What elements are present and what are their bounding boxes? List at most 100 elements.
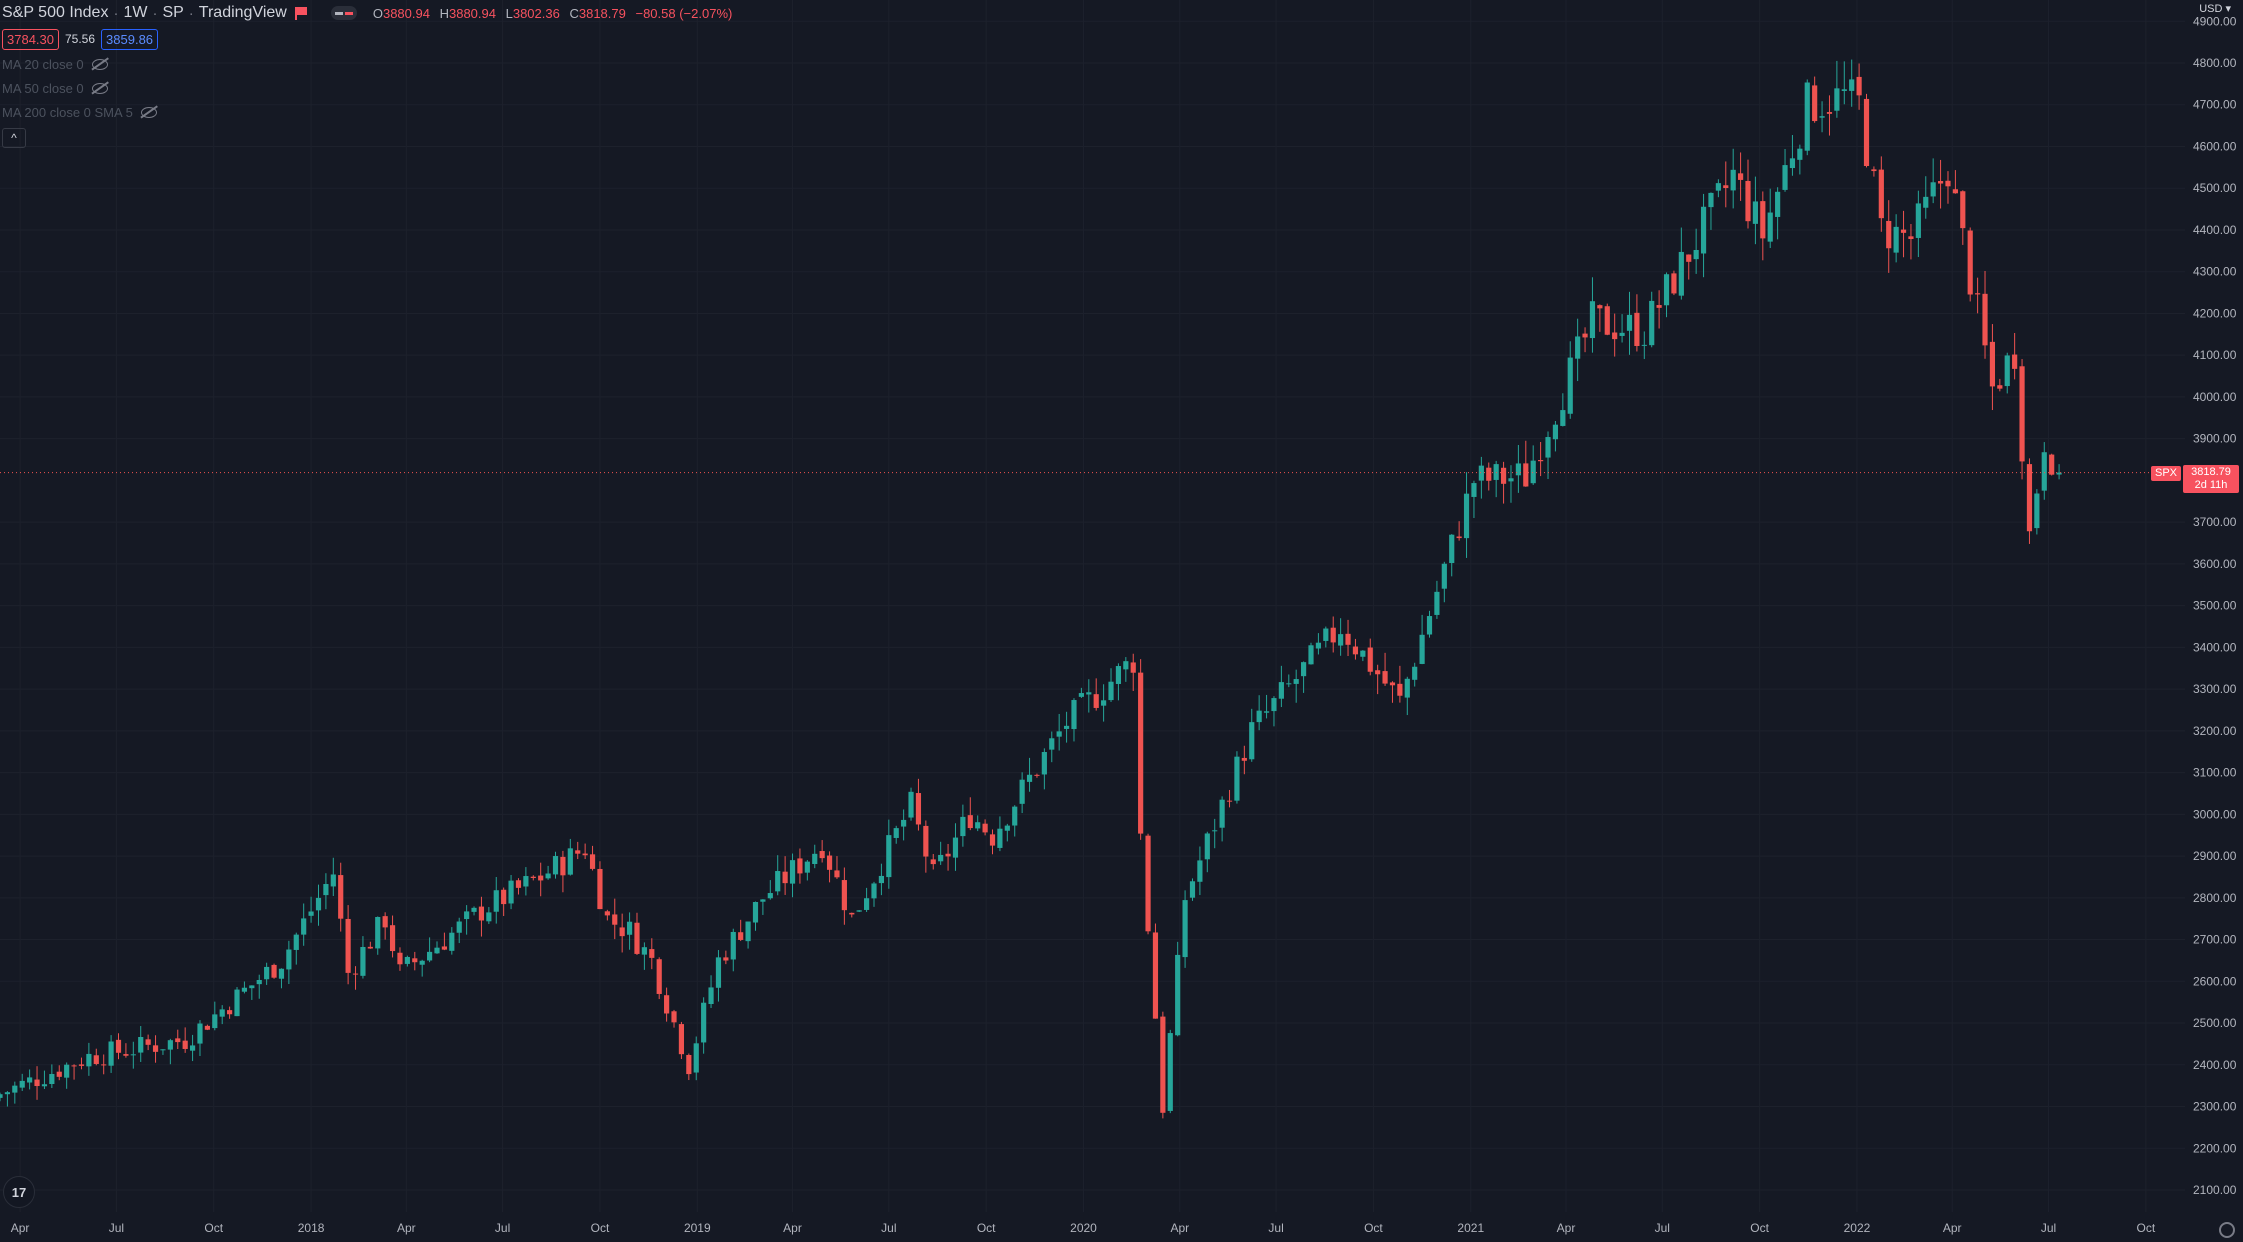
price-tick-label: 3900.00	[2193, 432, 2237, 446]
indicator-ma20[interactable]: MA 20 close 0	[2, 52, 732, 76]
indicator-ma200[interactable]: MA 200 close 0 SMA 5	[2, 100, 732, 124]
separator-dot: ·	[188, 4, 194, 22]
price-tick-label: 2500.00	[2193, 1016, 2237, 1030]
candle-body	[589, 854, 596, 869]
time-tick-label: Jul	[495, 1221, 510, 1235]
time-tick-label: 2018	[298, 1221, 325, 1235]
candle-body	[1012, 806, 1018, 826]
candle-body	[152, 1045, 159, 1052]
candle-body	[812, 853, 818, 865]
ask-price[interactable]: 3859.86	[101, 28, 159, 50]
candle-body	[493, 890, 499, 912]
candle-body	[1449, 534, 1455, 564]
time-tick-label: Apr	[11, 1221, 30, 1235]
candle-body	[1649, 300, 1655, 346]
candle-body	[1760, 201, 1766, 239]
last-symbol-tag: SPX	[2151, 465, 2181, 481]
candle-body	[293, 934, 299, 950]
time-tick-label: Jul	[109, 1221, 124, 1235]
ohlc-values: O3880.94 H3880.94 L3802.36 C3818.79 −80.…	[373, 6, 733, 21]
bid-price[interactable]: 3784.30	[2, 28, 59, 50]
price-tick-label: 2900.00	[2193, 849, 2237, 863]
eye-hidden-icon[interactable]	[91, 82, 108, 94]
time-tick-label: Apr	[397, 1221, 416, 1235]
candle-body	[819, 851, 825, 859]
candle-body	[501, 889, 507, 905]
time-axis[interactable]: Apr Jul Oct 2018 Apr Jul Oct 2019 Apr Jul Oct 2020 A…	[11, 1221, 2156, 1235]
candle-body	[1234, 756, 1240, 801]
candle-body	[1138, 672, 1144, 834]
last-price-value: 3818.79	[2191, 465, 2231, 478]
candle-body	[1908, 236, 1914, 239]
low-value: 3802.36	[512, 5, 560, 21]
candle-body	[686, 1055, 692, 1075]
candle-body	[1189, 881, 1196, 898]
candle-body	[404, 956, 410, 964]
candle-body	[352, 973, 359, 975]
candle-body	[560, 856, 566, 876]
candle-body	[456, 921, 462, 933]
candle-body	[552, 856, 559, 875]
source-label: TradingView	[198, 4, 287, 21]
candle-body	[1782, 165, 1788, 190]
candle-body	[508, 880, 514, 904]
candle-body	[1575, 336, 1581, 359]
candle-body	[2019, 366, 2025, 462]
separator-dot: ·	[152, 4, 158, 22]
candle-body	[1167, 1033, 1173, 1111]
candle-body	[145, 1039, 151, 1045]
candle-body	[175, 1038, 181, 1043]
candle-body	[1404, 678, 1410, 698]
legend-toggle-icon[interactable]	[330, 6, 357, 20]
candle-body	[1960, 191, 1966, 229]
price-tick-label: 3200.00	[2193, 724, 2237, 738]
candle-body	[1686, 254, 1692, 262]
candle-body	[649, 949, 655, 958]
candle-body	[1841, 89, 1847, 91]
candle-body	[1315, 642, 1321, 649]
candle-body	[360, 946, 366, 976]
candle-body	[804, 861, 810, 873]
candle-body	[1063, 725, 1070, 729]
candle-body	[1634, 312, 1640, 347]
currency-selector[interactable]: USD ▾	[2199, 3, 2231, 15]
candle-body	[1419, 634, 1425, 664]
eye-hidden-icon[interactable]	[140, 106, 157, 118]
candle-body	[767, 893, 773, 899]
candle-body	[545, 873, 551, 879]
indicator-label: MA 200 close 0 SMA 5	[2, 104, 133, 120]
candle-body	[1975, 293, 1981, 295]
price-tick-label: 2700.00	[2193, 933, 2237, 947]
candle-body	[1515, 463, 1521, 476]
candle-body	[1982, 293, 1988, 346]
candle-body	[86, 1053, 92, 1067]
candle-body	[760, 899, 766, 902]
symbol-name[interactable]: S&P 500 Index	[2, 4, 109, 21]
price-axis[interactable]: 4900.00 4800.00 4700.00 4600.00 4500.00 4400.…	[2185, 0, 2243, 1242]
candle-body	[212, 1014, 218, 1029]
candle-body	[1871, 169, 1877, 172]
collapse-legend-button[interactable]: ^	[2, 128, 26, 148]
flag-icon[interactable]	[294, 7, 307, 20]
candle-body	[1441, 563, 1447, 589]
candle-body	[0, 1094, 3, 1098]
candle-body	[1678, 251, 1684, 296]
settings-gear-icon[interactable]	[2219, 1222, 2235, 1238]
candle-body	[234, 989, 240, 1017]
indicator-ma50[interactable]: MA 50 close 0	[2, 76, 732, 100]
candle-body	[1219, 799, 1225, 828]
eye-hidden-icon[interactable]	[91, 58, 108, 70]
candle-body	[1619, 332, 1625, 336]
candle-body	[745, 921, 751, 942]
interval-label[interactable]: 1W	[123, 4, 148, 21]
low-label: L	[505, 5, 513, 21]
candle-body	[634, 922, 640, 954]
candle-body	[1952, 189, 1958, 194]
tradingview-logo-icon[interactable]: 17	[3, 1176, 35, 1208]
candle-body	[4, 1092, 10, 1095]
candle-body	[1382, 671, 1388, 684]
candle-body	[1671, 273, 1677, 294]
candle-body	[1434, 591, 1440, 615]
